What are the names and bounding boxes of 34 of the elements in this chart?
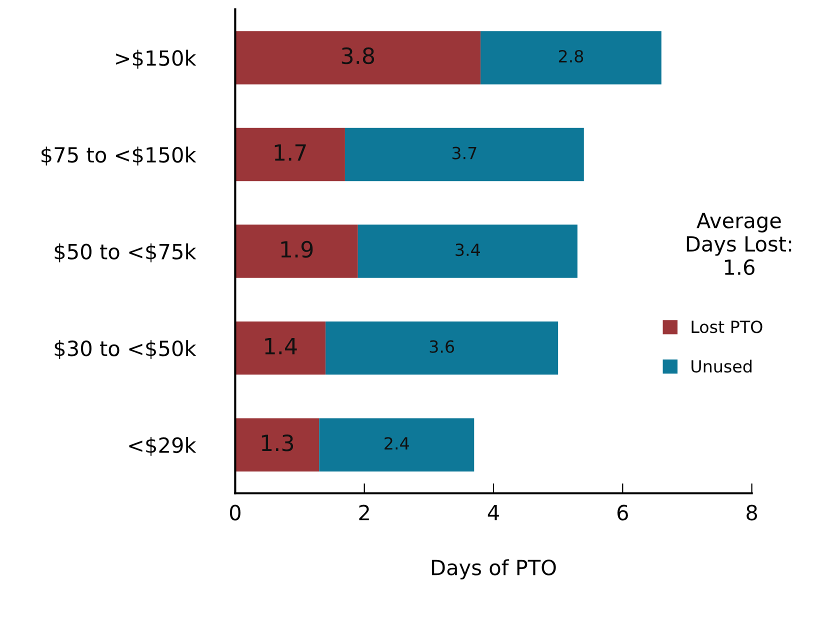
x-tick-label: 8 (746, 504, 757, 520)
y-tick-label: <$29k (129, 436, 196, 456)
bar (319, 418, 474, 472)
data-label: 1.3 (262, 434, 294, 452)
data-label: 1.4 (265, 338, 297, 354)
data-label: 3.6 (430, 340, 454, 353)
y-tick-label: $30 to <$50k (54, 340, 196, 360)
x-tick-label: 2 (359, 504, 369, 520)
x-axis-title: Days of PTO (432, 559, 556, 580)
y-tick-label: $75 to <$150k (42, 146, 196, 166)
annotation: Average Days Lost: 1.6 (686, 212, 792, 276)
x-tick-label: 6 (617, 504, 628, 520)
bar (344, 128, 584, 182)
bar (235, 321, 326, 375)
y-tick-label: $50 to <$75k (54, 243, 196, 262)
data-label: 1.7 (274, 144, 306, 161)
data-label: 3.4 (456, 244, 480, 256)
bar (235, 224, 358, 278)
bar (480, 31, 662, 84)
data-label: 3.8 (342, 47, 374, 64)
bar (358, 224, 578, 278)
bar (235, 31, 481, 84)
bar (326, 321, 558, 375)
data-label: 1.9 (281, 240, 313, 258)
x-tick-label: 4 (488, 505, 499, 520)
x-tick-label: 0 (230, 504, 240, 520)
data-label: 2.4 (384, 437, 409, 450)
bar (235, 418, 320, 472)
legend-label: Unused (692, 360, 752, 373)
bar (235, 128, 345, 182)
legend-label: Lost PTO (692, 320, 762, 334)
data-label: 3.7 (452, 146, 476, 160)
y-tick-label: >$150k (116, 50, 196, 69)
data-label: 2.8 (558, 50, 584, 63)
